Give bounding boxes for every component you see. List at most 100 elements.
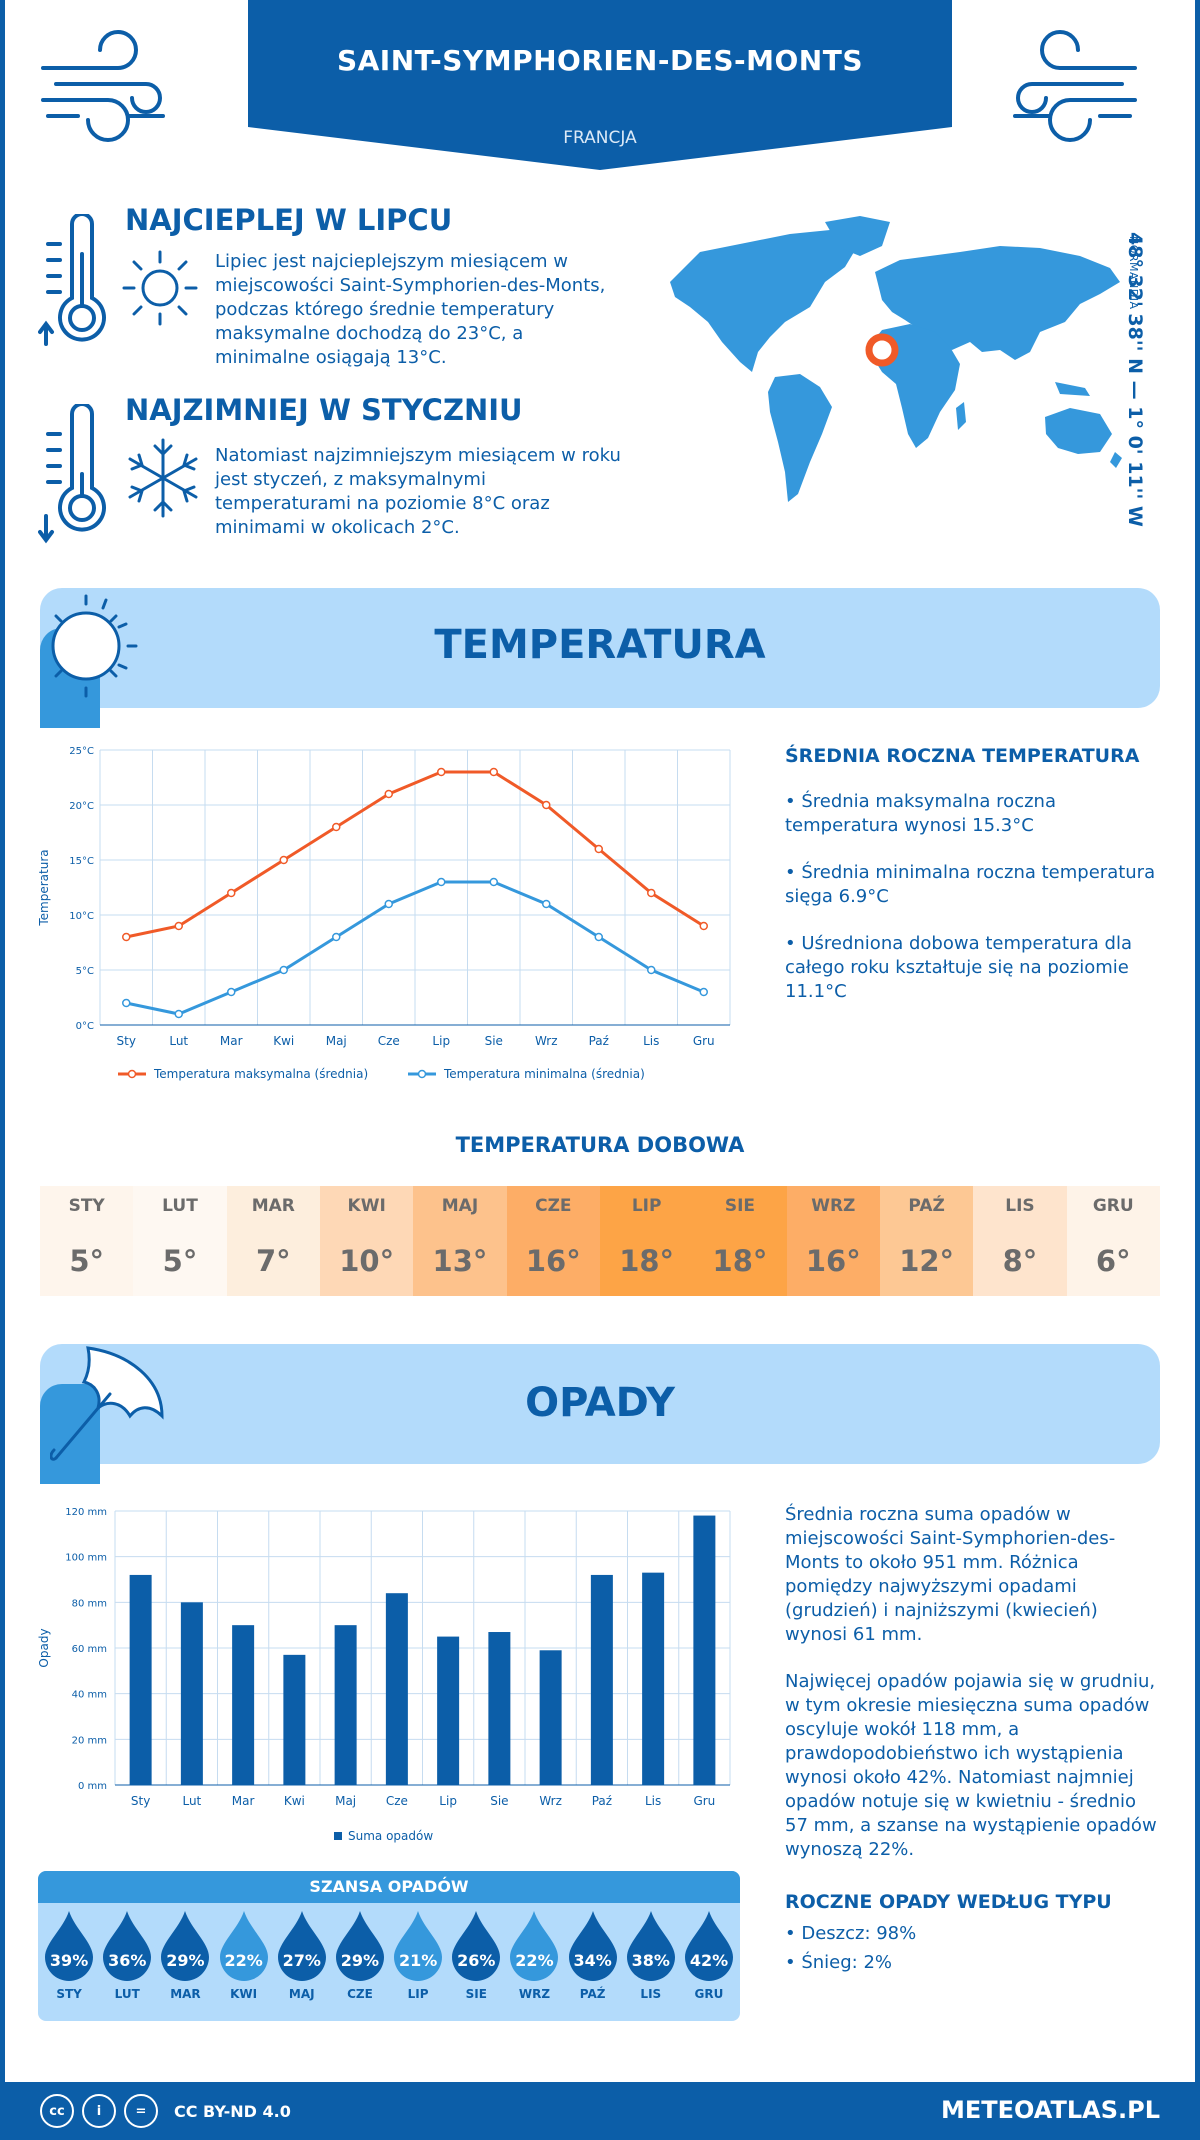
x-tick-label: Mar	[220, 1034, 243, 1048]
daily-temperature-value: 18°	[619, 1244, 675, 1278]
raindrop-fill	[219, 1911, 268, 1981]
y-tick-label: 5°C	[76, 966, 94, 977]
precipitation-chance-panel: SZANSA OPADÓW 39% STY 36% LUT 29% MAR 22% KWI 27…	[38, 1871, 740, 2021]
data-point	[332, 932, 341, 942]
raindrop-shape	[626, 1911, 675, 1981]
page-title: SAINT-SYMPHORIEN-DES-MONTS	[336, 44, 864, 77]
raindrop-fill	[394, 1911, 443, 1981]
x-tick-label: Lut	[182, 1794, 201, 1808]
precipitation-bar	[334, 1625, 357, 1785]
x-tick-label: Kwi	[284, 1794, 305, 1808]
temperature-banner	[40, 588, 1160, 708]
data-point	[227, 888, 236, 898]
raindrop-shape	[452, 1911, 501, 1981]
legend-label: Temperatura minimalna (średnia)	[443, 1067, 645, 1081]
precipitation-chance-item: 21% LIP	[389, 1909, 447, 2001]
daily-temperature-cell: LIS 8°	[973, 1186, 1067, 1296]
y-tick-label: 20 mm	[72, 1735, 107, 1746]
daily-month-label: STY	[68, 1196, 105, 1216]
y-tick-label: 60 mm	[72, 1644, 107, 1655]
raindrop-icon: 22%	[218, 1909, 270, 1981]
y-tick-label: 40 mm	[72, 1690, 107, 1701]
data-point	[122, 932, 131, 942]
daily-temperature-value: 18°	[712, 1244, 768, 1278]
world-map	[670, 216, 1122, 502]
precipitation-chance-value: 26%	[457, 1951, 496, 1970]
data-point	[437, 767, 446, 777]
raindrop-icon: 26%	[450, 1909, 502, 1981]
cc-icon: cc	[40, 2094, 74, 2128]
data-point	[542, 800, 551, 810]
precipitation-type-snow: • Śnieg: 2%	[785, 1952, 893, 1973]
precipitation-chart: 0 mm 20 mm 40 mm 60 mm 80 mm 100 mm 120 mm Opad…	[37, 1507, 731, 1843]
thermometer-up-icon	[38, 214, 106, 346]
daily-temperature-title: TEMPERATURA DOBOWA	[455, 1133, 745, 1157]
data-point	[489, 767, 498, 777]
data-point	[489, 877, 498, 887]
raindrop-shape	[45, 1911, 94, 1981]
data-point	[699, 987, 708, 997]
legend-label: Temperatura maksymalna (średnia)	[153, 1067, 368, 1081]
precipitation-chance-item: 42% GRU	[680, 1909, 738, 2001]
precipitation-chance-item: 26% SIE	[447, 1909, 505, 2001]
raindrop-fill	[510, 1911, 559, 1981]
temperature-section-title: TEMPERATURA	[434, 622, 766, 668]
daily-month-label: LUT	[162, 1196, 198, 1216]
raindrop-shape	[394, 1911, 443, 1981]
precipitation-bar	[385, 1593, 408, 1785]
daily-temperature-cell: MAJ 13°	[413, 1186, 507, 1296]
precipitation-chance-month: PAŹ	[579, 1987, 606, 2001]
x-tick-label: Kwi	[273, 1034, 294, 1048]
daily-temperature-cell: LUT 5°	[133, 1186, 227, 1296]
x-tick-label: Lis	[645, 1794, 661, 1808]
raindrop-shape	[335, 1911, 384, 1981]
temperature-chart: 0°C 5°C 10°C 15°C 20°C 25°C Sty Lut Mar Kwi Maj Cze…	[37, 746, 731, 1081]
daily-month-label: WRZ	[811, 1196, 856, 1216]
raindrop-shape	[161, 1911, 210, 1981]
precipitation-chance-value: 38%	[631, 1951, 670, 1970]
coldest-title: NAJZIMNIEJ W STYCZNIU	[125, 393, 523, 427]
y-tick-label: 20°C	[69, 801, 94, 812]
daily-temperature-cell: PAŹ 12°	[879, 1186, 974, 1296]
legend-marker	[127, 1069, 137, 1079]
y-tick-label: 10°C	[69, 911, 94, 922]
license-text[interactable]: CC BY-ND 4.0	[174, 2101, 291, 2121]
precipitation-section-title: OPADY	[525, 1380, 675, 1426]
x-tick-label: Sty	[117, 1034, 136, 1048]
daily-month-label: KWI	[347, 1196, 386, 1216]
precipitation-chance-month: GRU	[694, 1987, 724, 2001]
site-link[interactable]: METEOATLAS.PL	[940, 2096, 1160, 2124]
data-point	[594, 932, 603, 942]
sun-icon	[51, 594, 138, 698]
precipitation-bar	[180, 1602, 203, 1785]
precipitation-chance-value: 21%	[398, 1951, 438, 1970]
precipitation-chance-item: 27% MAJ	[273, 1909, 331, 2001]
precipitation-chance-item: 39% STY	[40, 1909, 98, 2001]
y-tick-label: 15°C	[69, 856, 94, 867]
precipitation-bar	[232, 1625, 255, 1785]
raindrop-shape	[684, 1911, 733, 1981]
banner-corner	[40, 1384, 100, 1484]
precipitation-chance-month: SIE	[465, 1987, 487, 2001]
precipitation-chance-value: 27%	[282, 1951, 321, 1970]
precipitation-chance-value: 39%	[49, 1951, 89, 1970]
annual-temperature-title: ŚREDNIA ROCZNA TEMPERATURA	[785, 745, 1140, 767]
daily-temperature-cell: STY 5°	[40, 1186, 134, 1296]
daily-temperature-value: 10°	[339, 1244, 395, 1278]
data-point	[699, 921, 708, 931]
raindrop-icon: 39%	[43, 1909, 95, 1981]
daily-month-label: SIE	[724, 1196, 756, 1216]
raindrop-fill	[161, 1911, 210, 1981]
raindrop-icon: 36%	[101, 1909, 153, 1981]
wind-icon	[1013, 30, 1137, 142]
temperature-bullet-avg: • Uśredniona dobowa temperatura dla całe…	[785, 933, 1133, 1002]
daily-temperature-cell: LIP 18°	[599, 1186, 694, 1296]
data-point	[384, 789, 393, 799]
data-point	[174, 1009, 183, 1019]
precipitation-chance-item: 29% MAR	[156, 1909, 214, 2001]
temperature-bullet-max: • Średnia maksymalna roczna temperatura …	[785, 791, 1056, 836]
daily-temperature-cell: MAR 7°	[226, 1186, 320, 1296]
data-point	[122, 998, 131, 1008]
precipitation-bar	[488, 1632, 511, 1785]
series-line	[125, 770, 705, 939]
